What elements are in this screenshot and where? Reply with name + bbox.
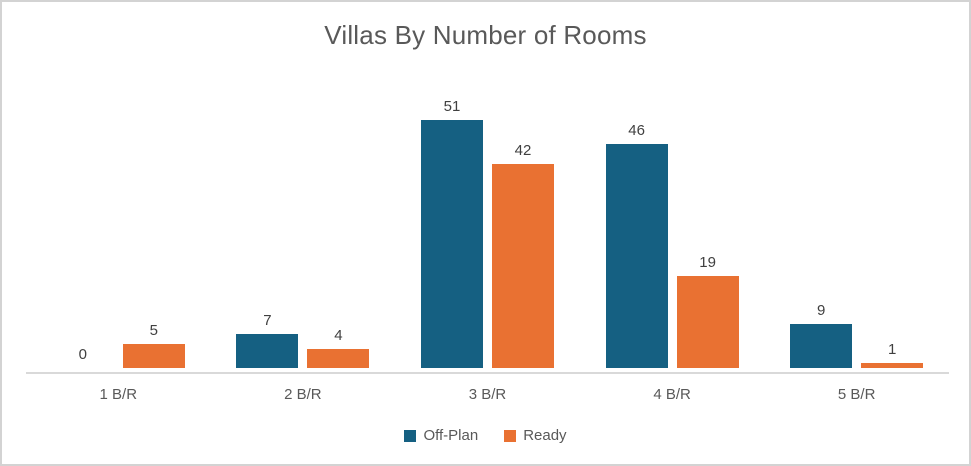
bar-cell: 9	[790, 302, 853, 368]
bar	[790, 324, 853, 368]
x-axis-line	[26, 372, 949, 374]
bar-value-label: 42	[514, 141, 532, 159]
legend-swatch-icon	[504, 429, 517, 442]
bar	[605, 144, 668, 368]
bar-value-label: 4	[334, 326, 343, 344]
bar-cell: 51	[420, 98, 483, 368]
x-axis-labels: 1 B/R 2 B/R 3 B/R 4 B/R 5 B/R	[26, 386, 949, 403]
x-axis-label: 1 B/R	[99, 386, 138, 403]
x-axis-label: 2 B/R	[284, 386, 322, 403]
legend-item: Ready	[504, 427, 567, 444]
bar-cell: 5	[122, 321, 185, 368]
bar-cell: 7	[236, 312, 299, 368]
bar-value-label: 5	[149, 321, 158, 339]
bar	[236, 334, 299, 368]
bar-cell: 1	[861, 341, 924, 368]
legend-swatch-icon	[404, 429, 417, 442]
bar	[122, 343, 185, 368]
bar-value-label: 0	[78, 346, 87, 363]
bar	[676, 275, 739, 368]
bar	[861, 363, 924, 368]
bar	[491, 163, 554, 368]
bar-group: 51 42	[395, 99, 580, 368]
legend: Off-Plan Ready	[2, 428, 969, 443]
bar-cell: 0	[52, 347, 114, 368]
plot-area: 0 5 7 4 51 42 46 19 9 1	[26, 99, 949, 368]
legend-label: Ready	[523, 427, 567, 444]
bar-value-label: 51	[443, 98, 461, 115]
bar-group: 46 19	[580, 120, 765, 368]
bar-value-label: 46	[628, 122, 645, 140]
bar-value-label: 9	[817, 302, 826, 320]
bar-cell: 4	[307, 326, 370, 368]
bar	[307, 348, 370, 368]
x-axis-label: 4 B/R	[653, 386, 691, 403]
bar	[420, 120, 483, 368]
x-axis-label: 3 B/R	[468, 386, 507, 403]
bar-value-label: 1	[888, 341, 897, 359]
bar-cell: 46	[605, 122, 668, 368]
x-axis-label: 5 B/R	[837, 386, 876, 403]
legend-label: Off-Plan	[423, 427, 479, 444]
bar-value-label: 19	[699, 253, 716, 271]
bar-cell: 42	[491, 141, 554, 368]
chart-title: Villas By Number of Rooms	[324, 20, 647, 50]
bar-cell: 19	[676, 253, 739, 368]
legend-item: Off-Plan	[404, 428, 478, 443]
bar-value-label: 7	[263, 312, 272, 329]
